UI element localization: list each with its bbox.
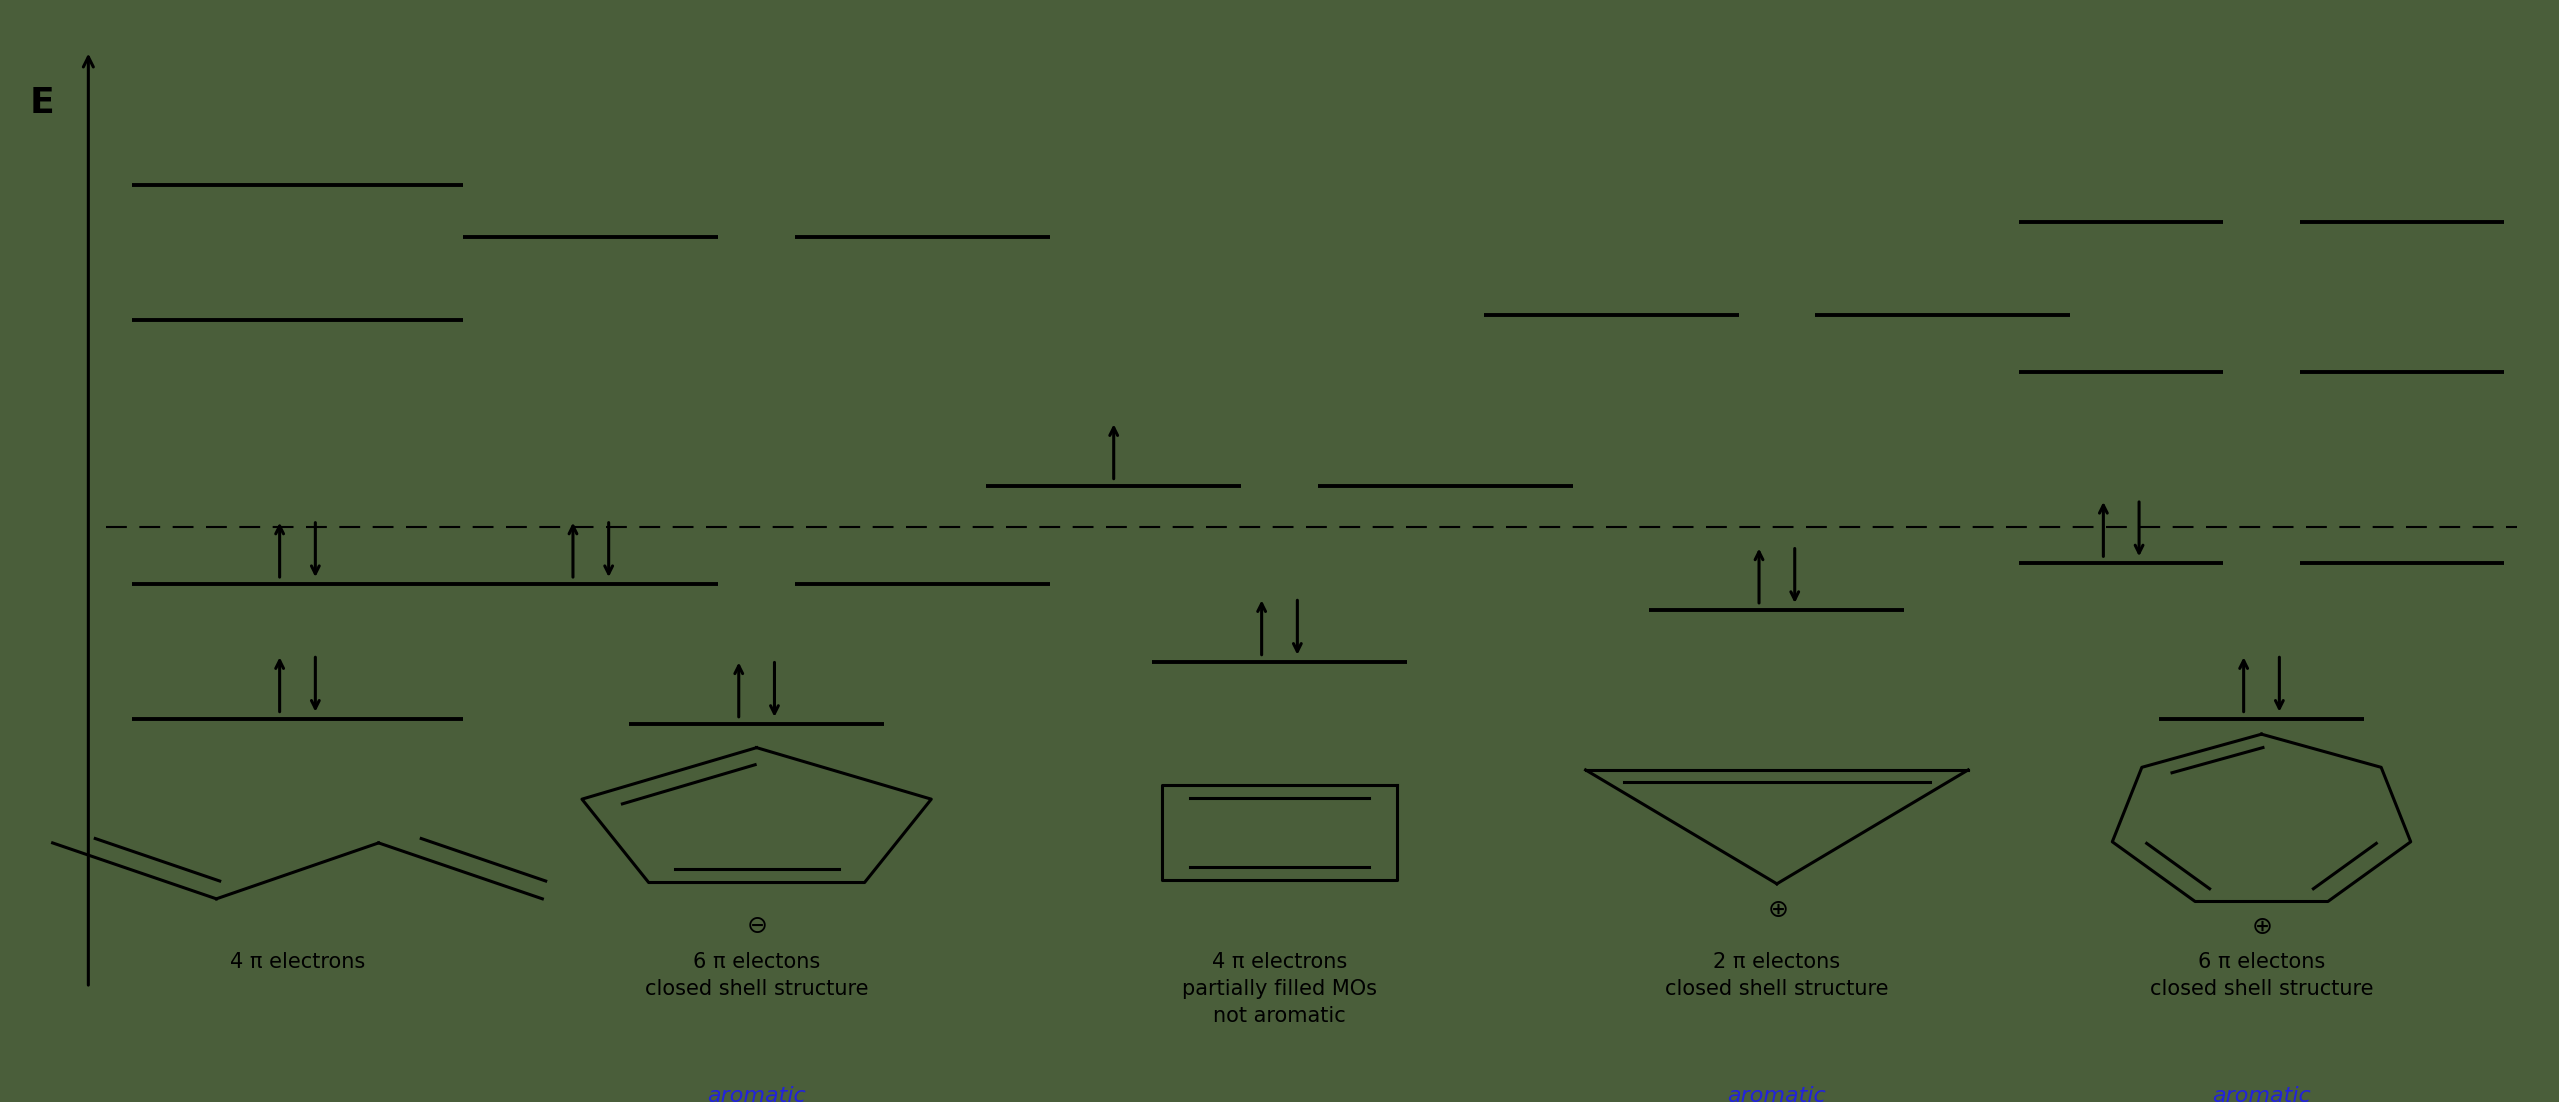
Text: $\oplus$: $\oplus$: [1766, 898, 1786, 921]
Text: aromatic: aromatic: [2211, 1087, 2311, 1102]
Text: 6 π electons
closed shell structure: 6 π electons closed shell structure: [2150, 952, 2372, 998]
Text: 6 π electons
closed shell structure: 6 π electons closed shell structure: [645, 952, 868, 998]
Text: 2 π electons
closed shell structure: 2 π electons closed shell structure: [1666, 952, 1889, 998]
Text: $\oplus$: $\oplus$: [2252, 916, 2272, 939]
Text: 4 π electrons: 4 π electrons: [230, 952, 366, 972]
Text: E: E: [31, 86, 54, 119]
Text: $\ominus$: $\ominus$: [747, 914, 768, 938]
Text: aromatic: aromatic: [1727, 1087, 1827, 1102]
Text: aromatic: aromatic: [706, 1087, 806, 1102]
Text: 4 π electrons
partially filled MOs
not aromatic: 4 π electrons partially filled MOs not a…: [1182, 952, 1377, 1026]
